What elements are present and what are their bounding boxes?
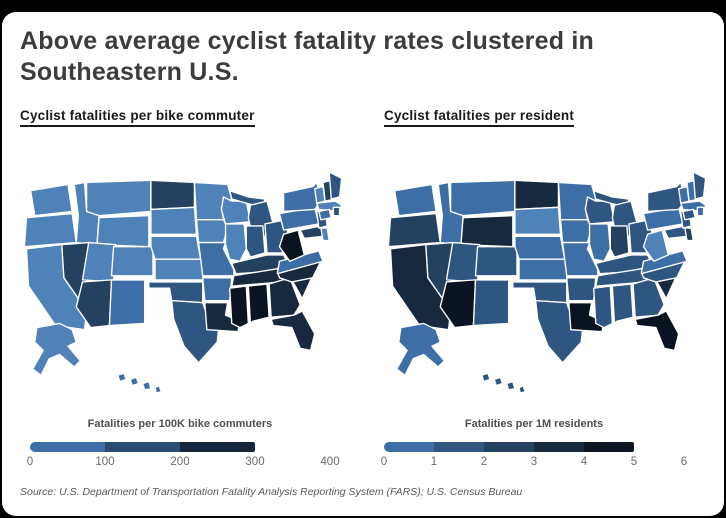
panel-title-resident-text: Cyclist fatalities per resident	[384, 108, 575, 127]
state-wa	[29, 183, 73, 217]
state-ar	[566, 277, 597, 302]
state-ks	[154, 258, 204, 281]
state-al	[247, 283, 270, 325]
legend-color-bar	[384, 442, 684, 452]
state-ok	[148, 281, 204, 304]
legend-segment	[30, 442, 105, 452]
legend-tick-label: 1	[430, 456, 438, 468]
state-ct	[318, 208, 332, 221]
state-mt	[85, 179, 152, 217]
legend-tick-label: 0	[380, 456, 388, 468]
state-hi	[117, 372, 127, 383]
legend-resident: Fatalities per 1M residents 0 1 2 3 4 5 6	[380, 414, 688, 480]
state-ak	[396, 322, 446, 376]
state-ia	[559, 219, 593, 244]
state-co	[110, 246, 154, 277]
state-wa	[393, 183, 437, 217]
state-ne	[514, 235, 566, 260]
state-va	[276, 250, 324, 275]
state-hi	[493, 376, 504, 387]
legend-title: Fatalities per 1M residents	[464, 418, 604, 430]
state-ia	[195, 219, 229, 244]
state-al	[611, 283, 634, 325]
state-ok	[512, 281, 568, 304]
us-choropleth-map-bike-commuter	[23, 171, 343, 394]
state-ct	[682, 208, 696, 221]
state-hi	[154, 384, 162, 394]
state-de	[320, 227, 330, 242]
state-ri	[332, 206, 341, 217]
legend-segment	[584, 442, 634, 452]
state-ar	[202, 277, 233, 302]
state-nm	[108, 279, 146, 327]
legend-tick-label: 200	[170, 456, 190, 468]
us-choropleth-map-resident	[387, 171, 707, 394]
legend-segment	[105, 442, 180, 452]
state-az	[439, 279, 477, 329]
legend-segment	[434, 442, 484, 452]
state-fl	[634, 310, 680, 352]
state-va	[640, 250, 688, 275]
state-hi	[518, 384, 526, 394]
state-sd	[514, 206, 562, 235]
state-ne	[150, 235, 202, 260]
chart-card: Above average cyclist fatality rates clu…	[2, 12, 724, 516]
legend-segment	[484, 442, 534, 452]
state-wy	[96, 214, 150, 248]
state-az	[75, 279, 113, 329]
legend-tick-label: 3	[530, 456, 538, 468]
state-il	[224, 223, 247, 262]
state-or	[23, 212, 77, 248]
state-ks	[518, 258, 568, 281]
state-ms	[229, 285, 250, 329]
legend-tick-label: 5	[630, 456, 638, 468]
state-nm	[472, 279, 510, 327]
legend-tick-label: 100	[95, 456, 115, 468]
state-nd	[150, 179, 196, 211]
legend-tick-label: 300	[245, 456, 265, 468]
state-de	[684, 227, 694, 242]
state-sd	[150, 206, 198, 235]
state-fl	[270, 310, 316, 352]
panel-title-bike-commuter: Cyclist fatalities per bike commuter	[20, 108, 255, 127]
state-me	[328, 171, 343, 200]
state-in	[609, 225, 630, 258]
state-or	[387, 212, 441, 248]
legend-tick-label: 400	[320, 456, 340, 468]
panel-title-resident: Cyclist fatalities per resident	[384, 108, 575, 127]
legend-tick-row: 0 1 2 3 4 5 6	[380, 456, 688, 472]
state-wv	[278, 229, 306, 262]
legend-title: Fatalities per 100K bike commuters	[87, 418, 273, 430]
state-wv	[642, 229, 670, 262]
legend-segment	[180, 442, 255, 452]
legend-color-bar	[30, 442, 330, 452]
state-ut	[81, 241, 117, 283]
page-title: Above average cyclist fatality rates clu…	[20, 27, 594, 86]
state-hi	[505, 380, 516, 391]
state-in	[245, 225, 266, 258]
legend-tick-label: 2	[480, 456, 488, 468]
source-note: Source: U.S. Department of Transportatio…	[20, 486, 523, 498]
state-nd	[514, 179, 560, 211]
legend-tick-label: 6	[680, 456, 688, 468]
legend-segment	[534, 442, 584, 452]
legend-bike-commuter: Fatalities per 100K bike commuters 0 100 2…	[26, 414, 340, 480]
state-il	[588, 223, 611, 262]
state-ms	[593, 285, 614, 329]
state-hi	[129, 376, 140, 387]
state-hi	[481, 372, 491, 383]
legend-tick-row: 0 100 200 300 400	[26, 456, 340, 472]
state-me	[692, 171, 707, 200]
state-co	[474, 246, 518, 277]
state-mt	[449, 179, 516, 217]
panel-title-bike-commuter-text: Cyclist fatalities per bike commuter	[20, 108, 255, 127]
state-ri	[696, 206, 705, 217]
legend-tick-label: 0	[26, 456, 34, 468]
state-ak	[32, 322, 82, 376]
legend-segment	[384, 442, 434, 452]
state-wy	[460, 214, 514, 248]
state-hi	[141, 380, 152, 391]
legend-tick-label: 4	[580, 456, 588, 468]
state-ut	[445, 241, 481, 283]
